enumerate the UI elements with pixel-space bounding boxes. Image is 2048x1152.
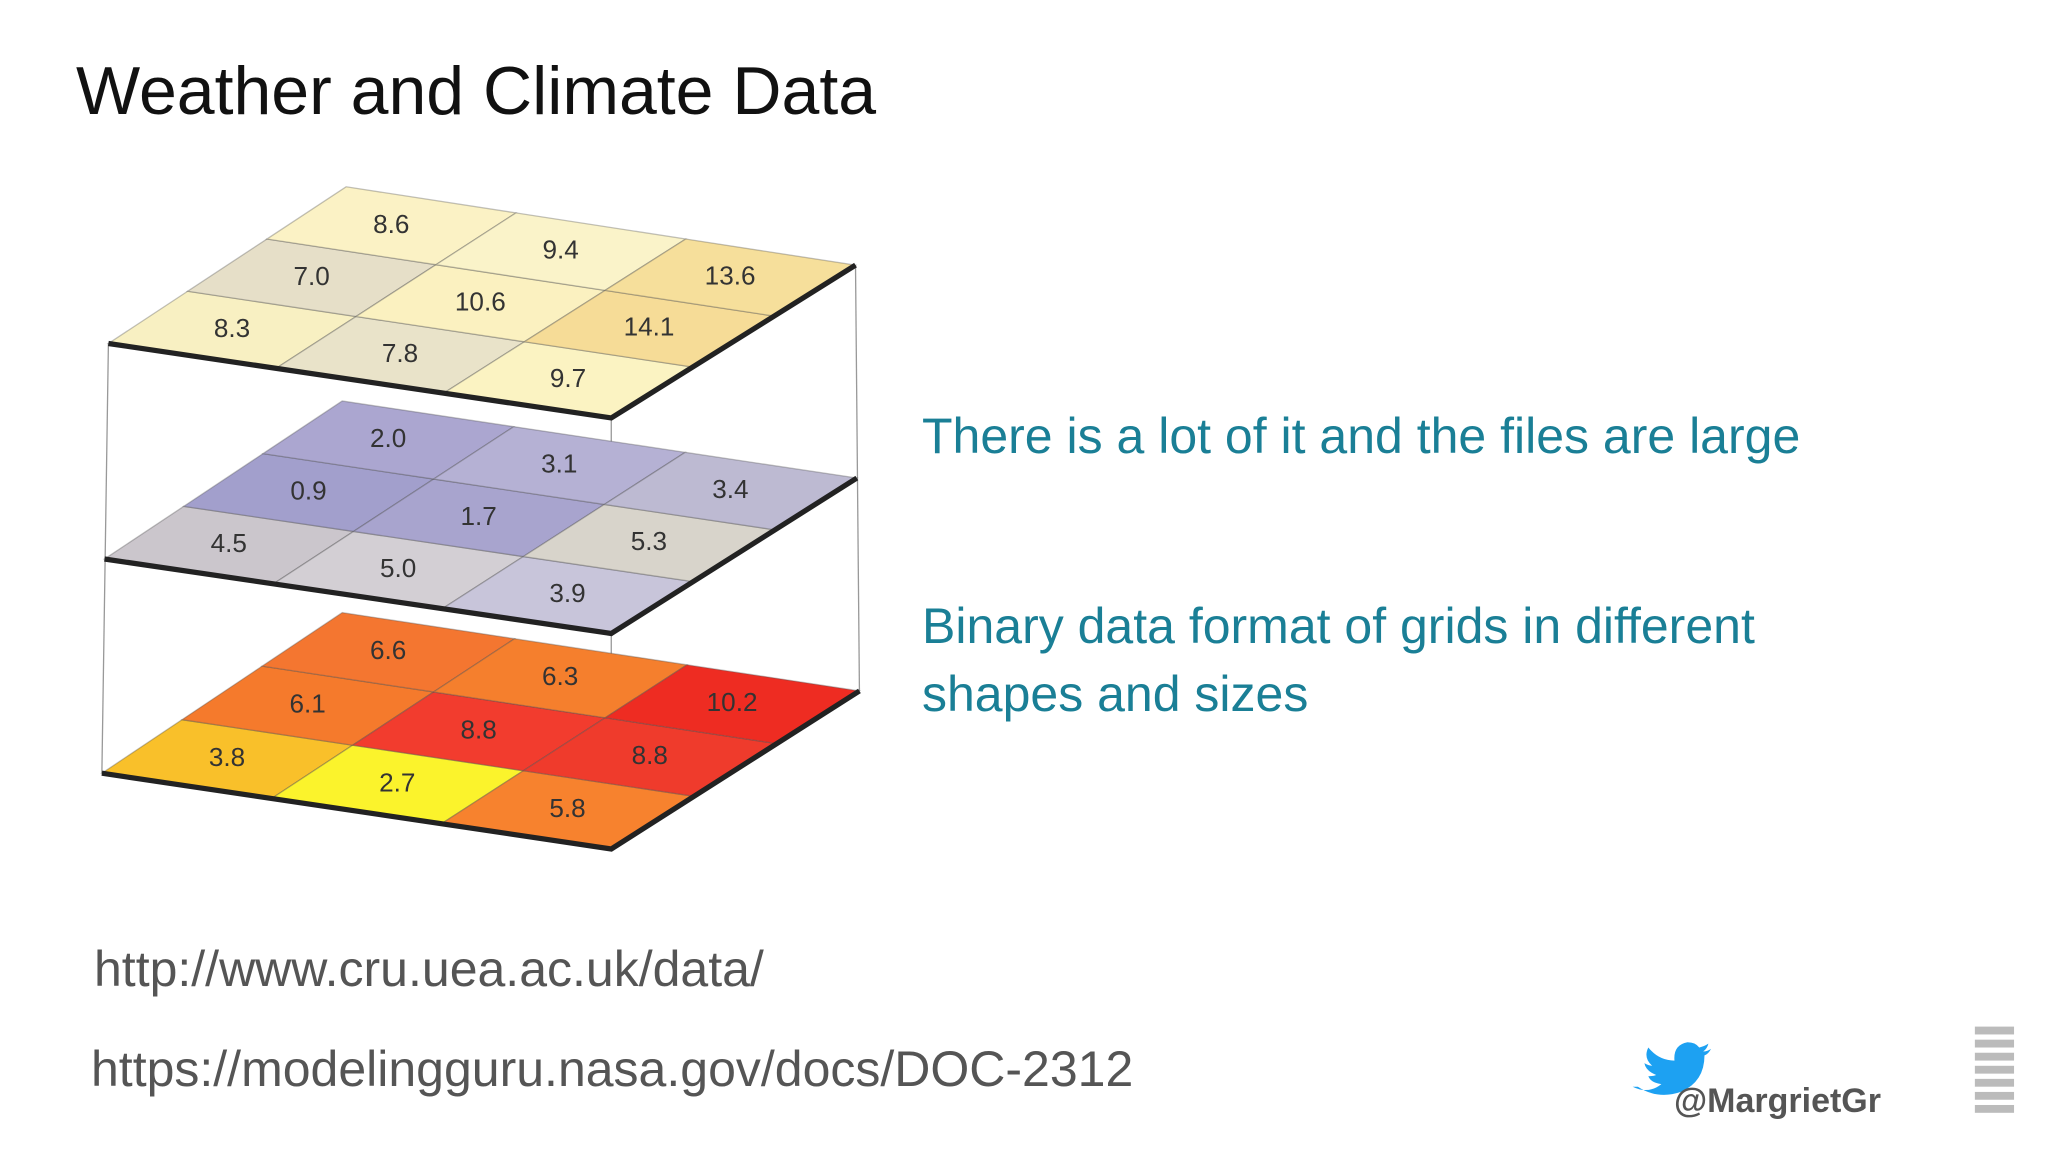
cell-value: 5.8: [549, 793, 585, 823]
cell-value: 8.8: [632, 740, 668, 770]
cell-value: 8.3: [214, 313, 250, 343]
cell-value: 7.8: [382, 338, 418, 368]
grid-layer: 8.3 7.8 9.7 7.0 10.6 14.1 8.6 9.4 13.6: [106, 186, 858, 421]
layer-edge: [104, 475, 859, 637]
twitter-handle: @MargrietGr: [1674, 1082, 1881, 1120]
cell-value: 3.4: [712, 474, 748, 504]
cell-value: 5.0: [380, 553, 416, 583]
grid-layer: 4.5 5.0 3.9 0.9 1.7 5.3 2.0 3.1 3.4: [102, 400, 859, 637]
cell-value: 6.1: [289, 689, 325, 719]
bullet: There is a lot of it and the files are l…: [922, 408, 1801, 464]
twitter-icon: [1632, 1042, 1712, 1095]
cell-value: 10.2: [707, 687, 758, 717]
title: Weather and Climate Data: [76, 53, 877, 129]
cell-value: 14.1: [624, 312, 675, 342]
cell-value: 3.8: [209, 742, 245, 772]
cell-value: 13.6: [705, 261, 756, 291]
cell-value: 8.8: [461, 714, 497, 744]
cell-value: 10.6: [455, 286, 506, 316]
cell-value: 8.6: [373, 209, 409, 239]
cell-value: 4.5: [211, 528, 247, 558]
grid-layer: 3.8 2.7 5.8 6.1 8.8 8.8 6.6 6.3 10.2: [100, 611, 862, 852]
bullet: Binary data format of grids in different…: [922, 598, 1755, 722]
link-text: http://www.cru.uea.ac.uk/data/: [94, 941, 764, 997]
cell-value: 5.3: [631, 526, 667, 556]
cell-value: 7.0: [293, 261, 329, 291]
layer-edge: [101, 688, 861, 852]
cell-value: 9.7: [550, 363, 586, 393]
ibm-logo: [1974, 1026, 2015, 1113]
cell-value: 2.7: [379, 767, 415, 797]
connector-line: [854, 265, 861, 691]
cell-value: 3.9: [549, 578, 585, 608]
cell-value: 3.1: [541, 449, 577, 479]
cell-value: 2.0: [370, 423, 406, 453]
cell-value: 6.6: [370, 635, 406, 665]
cell-value: 1.7: [461, 501, 497, 531]
cell-value: 9.4: [543, 235, 579, 265]
cell-value: 6.3: [542, 661, 578, 691]
link-text: https://modelingguru.nasa.gov/docs/DOC-2…: [91, 1041, 1134, 1097]
cell-value: 0.9: [290, 476, 326, 506]
layer-edge: [108, 262, 857, 421]
